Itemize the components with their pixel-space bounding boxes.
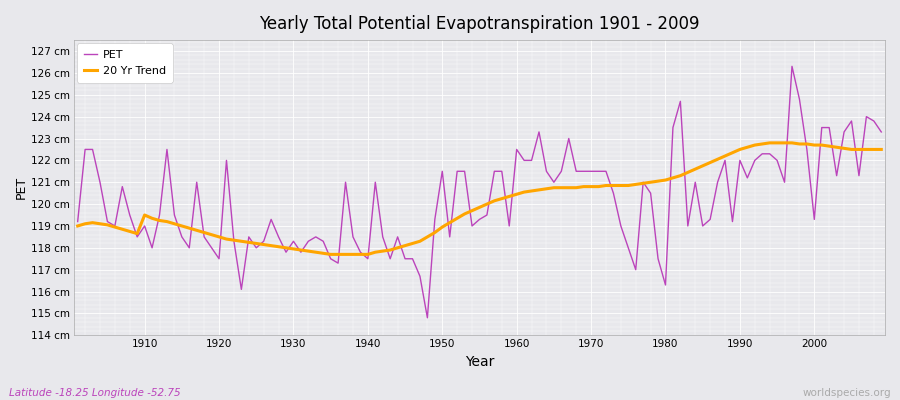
PET xyxy=(518,158,529,163)
Y-axis label: PET: PET xyxy=(15,176,28,199)
20 Yr Trend xyxy=(325,252,336,257)
PET xyxy=(340,180,351,185)
PET xyxy=(131,234,142,239)
PET xyxy=(876,130,886,134)
20 Yr Trend xyxy=(131,231,142,236)
Title: Yearly Total Potential Evapotranspiration 1901 - 2009: Yearly Total Potential Evapotranspiratio… xyxy=(259,15,699,33)
Legend: PET, 20 Yr Trend: PET, 20 Yr Trend xyxy=(77,44,173,82)
PET xyxy=(787,64,797,69)
PET xyxy=(511,147,522,152)
PET xyxy=(422,315,433,320)
20 Yr Trend xyxy=(511,192,522,197)
20 Yr Trend xyxy=(876,147,886,152)
PET xyxy=(608,191,619,196)
20 Yr Trend xyxy=(347,252,358,257)
20 Yr Trend xyxy=(518,190,529,194)
20 Yr Trend xyxy=(295,248,306,252)
Text: Latitude -18.25 Longitude -52.75: Latitude -18.25 Longitude -52.75 xyxy=(9,388,181,398)
Text: worldspecies.org: worldspecies.org xyxy=(803,388,891,398)
X-axis label: Year: Year xyxy=(464,355,494,369)
PET xyxy=(72,219,83,224)
20 Yr Trend xyxy=(608,183,619,188)
PET xyxy=(295,250,306,254)
20 Yr Trend xyxy=(764,140,775,145)
Line: PET: PET xyxy=(77,66,881,318)
Line: 20 Yr Trend: 20 Yr Trend xyxy=(77,143,881,254)
20 Yr Trend xyxy=(72,224,83,228)
